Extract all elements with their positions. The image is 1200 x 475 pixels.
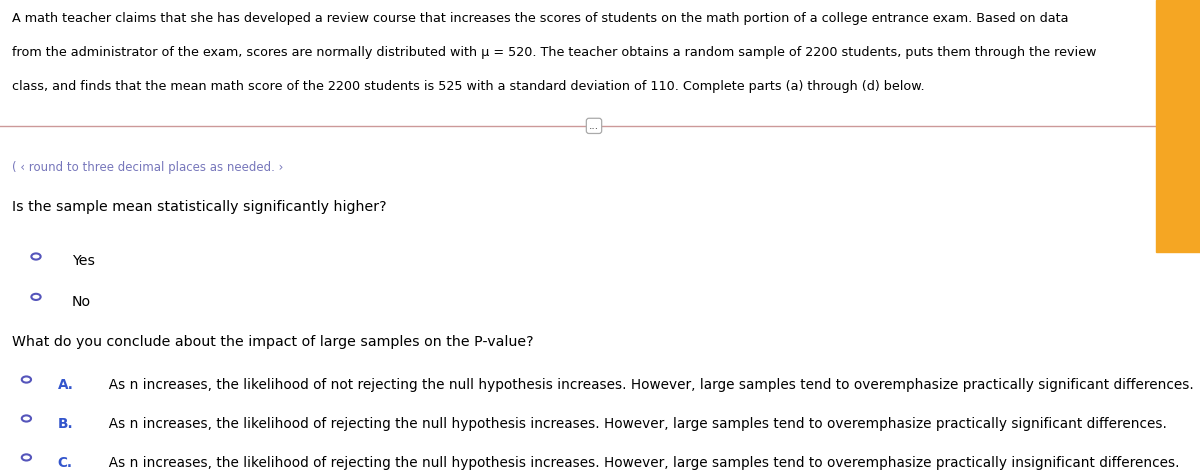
Text: B.: B. bbox=[58, 417, 73, 430]
Text: What do you conclude about the impact of large samples on the P-value?: What do you conclude about the impact of… bbox=[12, 335, 534, 349]
Bar bbox=[1156, 0, 1200, 252]
Text: A math teacher claims that she has developed a review course that increases the : A math teacher claims that she has devel… bbox=[12, 12, 1068, 25]
Text: Yes: Yes bbox=[72, 254, 95, 268]
Text: As n increases, the likelihood of rejecting the null hypothesis increases. Howev: As n increases, the likelihood of reject… bbox=[100, 417, 1166, 430]
Text: ( ‹ round to three decimal places as needed. ›: ( ‹ round to three decimal places as nee… bbox=[12, 162, 283, 174]
Text: C.: C. bbox=[58, 456, 72, 469]
Text: from the administrator of the exam, scores are normally distributed with μ = 520: from the administrator of the exam, scor… bbox=[12, 46, 1097, 59]
Text: Is the sample mean statistically significantly higher?: Is the sample mean statistically signifi… bbox=[12, 200, 386, 213]
Text: ...: ... bbox=[589, 121, 599, 131]
Text: A.: A. bbox=[58, 378, 73, 391]
Text: No: No bbox=[72, 294, 91, 308]
Text: As n increases, the likelihood of not rejecting the null hypothesis increases. H: As n increases, the likelihood of not re… bbox=[100, 378, 1193, 391]
Text: As n increases, the likelihood of rejecting the null hypothesis increases. Howev: As n increases, the likelihood of reject… bbox=[100, 456, 1180, 469]
Text: class, and finds that the mean math score of the 2200 students is 525 with a sta: class, and finds that the mean math scor… bbox=[12, 80, 925, 93]
